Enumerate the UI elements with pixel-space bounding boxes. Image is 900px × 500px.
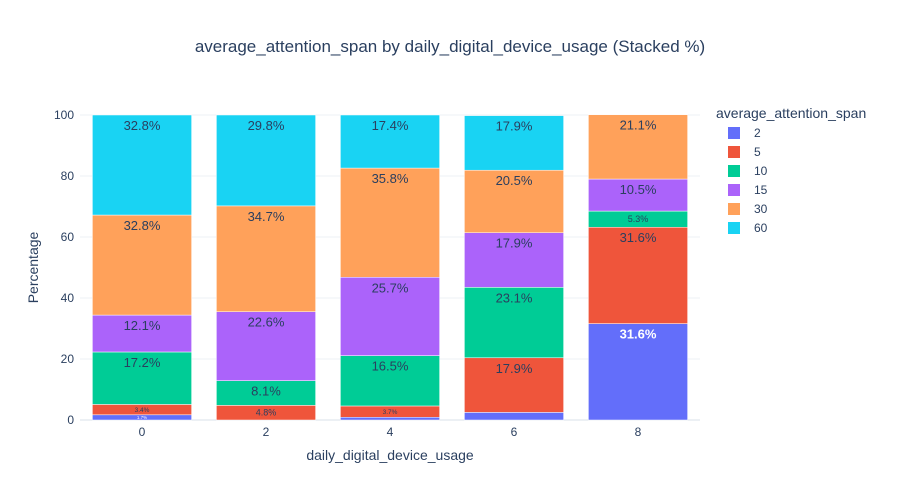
legend-label: 30 [754, 202, 768, 216]
legend-label: 5 [754, 145, 761, 159]
legend: average_attention_span 2 5 10 15 30 60 [716, 105, 866, 235]
data-label: 21.1% [620, 118, 657, 133]
legend-swatch [728, 165, 740, 177]
bar-segment [464, 232, 564, 288]
data-label: 17.2% [124, 355, 161, 370]
bar-segment [92, 351, 192, 405]
data-label: 8.1% [251, 384, 281, 399]
bar-segment [588, 114, 688, 180]
x-tick-label: 0 [139, 425, 146, 439]
legend-title: average_attention_span [716, 105, 866, 121]
bars [92, 114, 688, 421]
bar-segment [92, 114, 192, 216]
bar-segment [340, 167, 440, 278]
data-label: 31.6% [620, 327, 657, 342]
y-tick-label: 0 [67, 413, 74, 427]
data-label: 22.6% [248, 315, 285, 330]
data-label: 23.1% [496, 290, 533, 305]
data-label: 4.8% [256, 408, 277, 418]
legend-swatch [728, 146, 740, 158]
x-tick-label: 6 [511, 425, 518, 439]
chart-title: average_attention_span by daily_digital_… [195, 37, 705, 56]
bar-segment [464, 115, 564, 171]
data-label: 17.9% [496, 361, 533, 376]
bar-segment [464, 357, 564, 413]
bar-segment [464, 169, 564, 233]
data-label: 1.7% [137, 415, 147, 420]
data-label: 17.9% [496, 236, 533, 251]
data-label: 34.7% [248, 209, 285, 224]
data-label: 3.4% [135, 407, 150, 414]
data-label: 20.5% [496, 173, 533, 188]
bar-segment [216, 114, 316, 207]
bar-segment [216, 205, 316, 312]
bar-segment [340, 114, 440, 169]
legend-swatch [728, 184, 740, 196]
data-label: 31.6% [620, 230, 657, 245]
data-labels: 1.7%3.4% 17.2% 12.1% 32.8% 32.8% 4.8% 8.1% 22.6… [124, 118, 657, 420]
x-axis-ticks: 0 2 4 6 8 [139, 425, 642, 439]
bar-segment [340, 417, 440, 421]
bar-segment [340, 277, 440, 356]
data-label: 16.5% [372, 359, 409, 374]
y-axis-title: Percentage [25, 231, 41, 303]
legend-swatch [728, 222, 740, 234]
legend-label: 10 [754, 164, 768, 178]
legend-swatch [728, 127, 740, 139]
data-label: 32.8% [124, 218, 161, 233]
data-label: 17.4% [372, 118, 409, 133]
y-tick-label: 80 [61, 169, 75, 183]
bar-segment [588, 226, 688, 324]
bar-segment [464, 412, 564, 421]
data-label: 5.3% [628, 214, 649, 224]
data-label: 17.9% [496, 119, 533, 134]
x-tick-label: 8 [635, 425, 642, 439]
data-label: 10.5% [620, 182, 657, 197]
bar-segment [588, 323, 688, 421]
y-tick-label: 60 [61, 230, 75, 244]
y-tick-label: 40 [61, 291, 75, 305]
data-label: 29.8% [248, 118, 285, 133]
y-axis-ticks: 0 20 40 60 80 100 [54, 108, 74, 427]
data-label: 3.7% [383, 409, 398, 416]
y-tick-label: 20 [61, 352, 75, 366]
data-label: 32.8% [124, 118, 161, 133]
legend-label: 2 [754, 126, 761, 140]
data-label: 12.1% [124, 318, 161, 333]
bar-segment [340, 355, 440, 407]
data-label: 25.7% [372, 280, 409, 295]
data-label: 35.8% [372, 171, 409, 186]
x-tick-label: 4 [387, 425, 394, 439]
legend-swatch [728, 203, 740, 215]
x-tick-label: 2 [263, 425, 270, 439]
bar-segment [464, 287, 564, 359]
x-axis-title: daily_digital_device_usage [306, 447, 474, 463]
legend-label: 15 [754, 183, 768, 197]
legend-label: 60 [754, 221, 768, 235]
y-tick-label: 100 [54, 108, 74, 122]
